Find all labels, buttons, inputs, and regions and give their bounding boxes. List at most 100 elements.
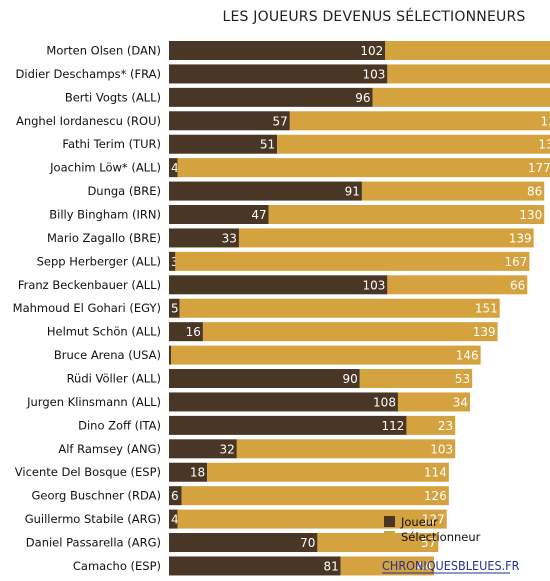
chart-row: Georg Buschner (RDA) 6 126 xyxy=(31,486,449,506)
bar-selectionneur xyxy=(177,158,550,178)
data-label-joueur: 47 xyxy=(251,208,266,222)
bar-joueur xyxy=(169,322,203,342)
category-label: Mario Zagallo (BRE) xyxy=(47,231,161,245)
bar-joueur xyxy=(169,439,237,459)
bar-joueur xyxy=(169,134,278,154)
category-label: Sepp Herberger (ALL) xyxy=(37,254,161,268)
data-label-joueur: 81 xyxy=(323,559,338,573)
bar-selectionneur xyxy=(171,345,481,365)
category-label: Berti Vogts (ALL) xyxy=(65,90,161,104)
bar-selectionneur xyxy=(207,462,449,482)
bar-joueur xyxy=(169,533,318,553)
data-label-joueur: 96 xyxy=(355,91,370,105)
data-label-selectionneur: 130 xyxy=(519,208,542,222)
data-label-selectionneur: 151 xyxy=(475,302,498,316)
chart-row: Vicente Del Bosque (ESP) 18 114 xyxy=(15,462,449,482)
data-label-selectionneur: 103 xyxy=(430,442,453,456)
chart-row: Didier Deschamps* (FRA)10396 xyxy=(16,64,550,84)
bar-joueur xyxy=(169,345,172,365)
category-label: Didier Deschamps* (FRA) xyxy=(16,67,161,81)
category-label: Mahmoud El Gohari (EGY) xyxy=(13,301,161,315)
data-label-joueur: 103 xyxy=(362,278,385,292)
chart-row: Daniel Passarella (ARG) 70 57 xyxy=(26,533,439,553)
category-label: Dunga (BRE) xyxy=(87,184,161,198)
data-label-joueur: 51 xyxy=(260,138,275,152)
bar-joueur xyxy=(169,298,180,318)
bar-joueur xyxy=(169,509,178,529)
data-label-selectionneur: 167 xyxy=(504,255,527,269)
data-label-joueur: 108 xyxy=(373,395,396,409)
data-label-selectionneur: 57 xyxy=(421,536,436,550)
data-label-selectionneur: 34 xyxy=(453,395,468,409)
category-label: Helmut Schön (ALL) xyxy=(47,325,161,339)
chart-row: Anghel Iordanescu (ROU) 57 130 xyxy=(16,111,550,131)
category-label: Anghel Iordanescu (ROU) xyxy=(16,114,161,128)
data-label-selectionneur: 130 xyxy=(541,114,550,128)
data-label-joueur: 3 xyxy=(171,255,179,269)
data-label-joueur: 70 xyxy=(300,536,315,550)
data-label-joueur: 91 xyxy=(345,185,360,199)
chart-row: Sepp Herberger (ALL) 3 167 xyxy=(37,251,530,271)
bar-selectionneur xyxy=(268,205,545,225)
data-label-joueur: 57 xyxy=(273,114,288,128)
bar-joueur xyxy=(169,41,386,60)
bar-joueur xyxy=(169,87,373,107)
bar-joueur xyxy=(169,275,388,295)
chart-row: Alf Ramsey (ANG) 32 103 xyxy=(58,439,456,459)
chart-row: Mahmoud El Gohari (EGY) 5 151 xyxy=(13,298,500,318)
bar-joueur xyxy=(169,64,388,84)
category-label: Morten Olsen (DAN) xyxy=(46,44,161,58)
category-label: Camacho (ESP) xyxy=(73,559,161,573)
legend-swatch-selectionneur xyxy=(384,531,395,542)
chart-rows: Morten Olsen (DAN) 102 16 6 Didier Deschamps… xyxy=(13,41,550,576)
legend-label-selectionneur: Sélectionneur xyxy=(401,530,481,544)
bar-selectionneur xyxy=(181,486,449,506)
chart-row: Morten Olsen (DAN)102166 xyxy=(46,41,550,60)
bar-selectionneur xyxy=(406,415,456,435)
bar-selectionneur xyxy=(202,322,498,342)
chart-row: Jurgen Klinsmann (ALL) 108 34 xyxy=(26,392,471,412)
data-label-joueur: 103 xyxy=(362,67,385,81)
category-label: Franz Beckenbauer (ALL) xyxy=(18,278,161,292)
category-label: Alf Ramsey (ANG) xyxy=(58,442,161,456)
data-label-joueur: 18 xyxy=(190,466,205,480)
category-label: Joachim Löw* (ALL) xyxy=(49,161,161,175)
data-label-joueur: 5 xyxy=(171,302,179,316)
bar-selectionneur xyxy=(372,87,550,107)
data-label-selectionneur: 177 xyxy=(528,161,550,175)
data-label-selectionneur: 66 xyxy=(510,278,525,292)
chart-row: Guillermo Stabile (ARG) 4 127 xyxy=(25,509,447,529)
category-label: Bruce Arena (USA) xyxy=(54,348,161,362)
chart-row: Berti Vogts (ALL)96102 xyxy=(65,87,550,107)
category-label: Jurgen Klinsmann (ALL) xyxy=(26,395,161,409)
chart-row: Billy Bingham (IRN) 47 130 xyxy=(49,205,545,225)
bar-joueur xyxy=(169,111,290,131)
bar-selectionneur xyxy=(387,275,528,295)
bar-selectionneur xyxy=(238,228,534,248)
bar-joueur xyxy=(169,181,362,201)
category-label: Daniel Passarella (ARG) xyxy=(26,536,161,550)
legend-swatch-joueur xyxy=(384,516,395,527)
bar-selectionneur xyxy=(289,111,550,131)
chart-row: Helmut Schön (ALL) 16 139 xyxy=(47,322,498,342)
bar-joueur xyxy=(169,369,360,389)
data-label-joueur: 112 xyxy=(382,419,405,433)
chart-title: LES JOUEURS DEVENUS SÉLECTIONNEURS xyxy=(223,8,526,25)
data-label-selectionneur: 53 xyxy=(455,372,470,386)
bar-selectionneur xyxy=(397,392,471,412)
data-label-joueur: 4 xyxy=(171,513,179,527)
category-label: Dino Zoff (ITA) xyxy=(78,418,161,432)
data-label-joueur: 4 xyxy=(171,161,179,175)
chart-row: Franz Beckenbauer (ALL) 103 66 xyxy=(18,275,528,295)
bar-joueur xyxy=(169,415,407,435)
bar-selectionneur xyxy=(277,134,550,154)
category-label: Georg Buschner (RDA) xyxy=(31,489,161,503)
category-label: Vicente Del Bosque (ESP) xyxy=(15,465,161,479)
data-label-selectionneur: 114 xyxy=(424,466,447,480)
data-label-selectionneur: 23 xyxy=(438,419,453,433)
data-label-joueur: 32 xyxy=(220,442,235,456)
bar-joueur xyxy=(169,228,239,248)
data-label-joueur: 16 xyxy=(186,325,201,339)
chart-row: Mario Zagallo (BRE) 33 139 xyxy=(47,228,534,248)
